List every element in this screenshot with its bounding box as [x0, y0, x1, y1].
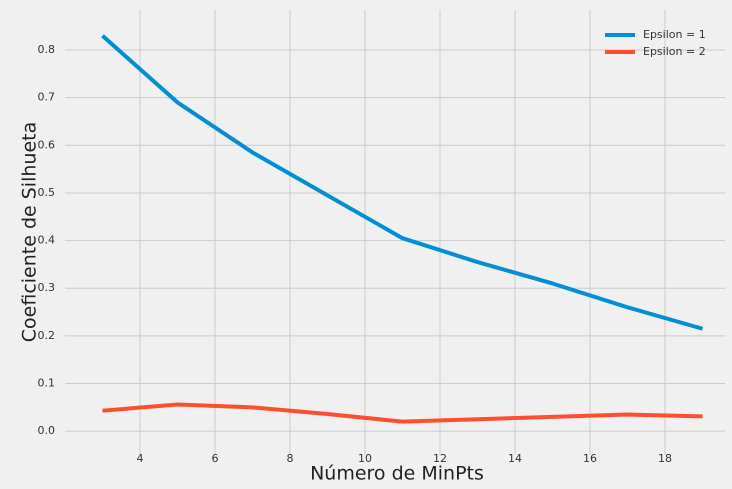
y-tick-label: 0.0	[38, 424, 56, 437]
x-tick-label: 10	[358, 452, 372, 465]
y-tick-label: 0.1	[38, 377, 56, 390]
y-tick-label: 0.2	[38, 329, 56, 342]
x-tick-label: 6	[212, 452, 219, 465]
y-tick-label: 0.4	[38, 234, 56, 247]
x-tick-label: 12	[433, 452, 447, 465]
y-axis-label: Coeficiente de Silhueta	[19, 122, 41, 342]
legend-label: Epsilon = 1	[643, 28, 706, 41]
y-tick-label: 0.8	[38, 43, 56, 56]
x-tick-label: 8	[287, 452, 294, 465]
x-axis-label: Número de MinPts	[310, 463, 484, 485]
y-tick-label: 0.3	[38, 281, 56, 294]
line	[102, 402, 703, 424]
x-tick-label: 4	[137, 452, 144, 465]
legend-label: Epsilon = 2	[643, 45, 706, 58]
y-tick-label: 0.6	[38, 138, 56, 151]
x-tick-label: 18	[658, 452, 672, 465]
x-tick-label: 14	[508, 452, 522, 465]
y-tick-label: 0.7	[38, 91, 56, 104]
line	[101, 34, 704, 331]
y-tick-label: 0.5	[38, 186, 56, 199]
x-tick-label: 16	[583, 452, 597, 465]
